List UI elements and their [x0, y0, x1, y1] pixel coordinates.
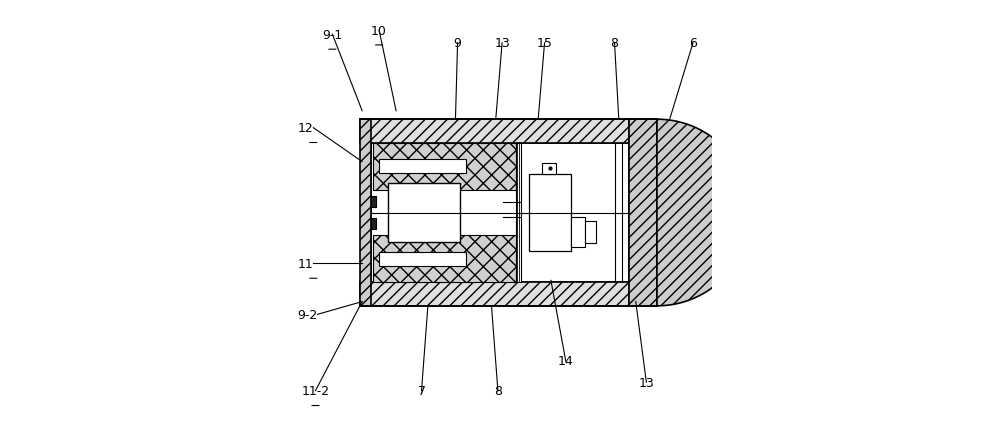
Text: 12: 12	[298, 122, 313, 135]
Text: 10: 10	[371, 25, 387, 37]
Text: 7: 7	[418, 384, 426, 397]
Text: 13: 13	[494, 37, 510, 50]
Bar	[373, 235, 516, 283]
Bar	[585, 222, 596, 243]
Bar	[379, 160, 466, 174]
Text: 11: 11	[298, 257, 313, 270]
Text: 6: 6	[689, 37, 697, 50]
Text: 9-1: 9-1	[322, 29, 343, 42]
Text: 8: 8	[494, 384, 502, 397]
Polygon shape	[657, 120, 750, 306]
Bar	[388, 184, 460, 242]
Text: 9-2: 9-2	[297, 308, 318, 321]
Text: 9: 9	[454, 37, 462, 50]
Bar	[360, 283, 629, 306]
Bar	[571, 217, 585, 248]
Text: 8: 8	[611, 37, 619, 50]
Bar	[371, 196, 376, 207]
Bar	[379, 252, 466, 266]
Bar	[529, 175, 571, 251]
Bar	[360, 120, 629, 143]
Text: 15: 15	[537, 37, 552, 50]
Bar	[516, 143, 521, 283]
Bar	[373, 143, 516, 191]
Bar	[629, 120, 657, 306]
Bar	[542, 164, 556, 175]
Text: 14: 14	[558, 355, 574, 368]
Bar	[360, 120, 371, 306]
Bar	[371, 219, 376, 230]
Text: 13: 13	[638, 376, 654, 389]
Text: 11-2: 11-2	[301, 384, 330, 397]
Bar	[371, 143, 629, 283]
